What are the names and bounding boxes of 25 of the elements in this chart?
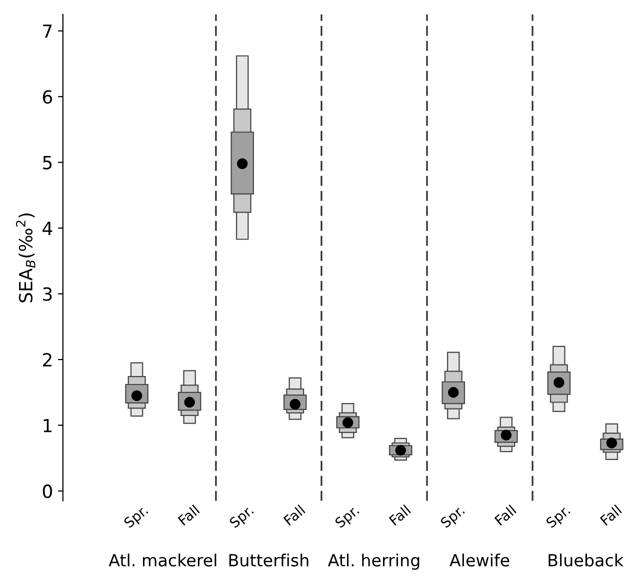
text: Atl. mackerel <box>108 554 216 567</box>
y-tick-label: 2 <box>43 352 52 366</box>
x-tick-label: Fall <box>388 504 412 526</box>
y-tick-label: 1 <box>44 418 52 432</box>
x-tick-label: Fall <box>600 504 622 526</box>
y-tick-label: 6 <box>42 90 52 104</box>
y-tick-label: 3 <box>43 287 52 301</box>
text: Blueback <box>548 554 624 567</box>
x-tick-label: Spr. <box>334 504 362 530</box>
x-tick-label: Fall <box>494 504 517 526</box>
x-tick-label: Spr. <box>228 504 256 530</box>
text: Atl. herring <box>328 554 420 570</box>
point <box>236 158 248 170</box>
x-tick-label: Fall <box>283 504 306 526</box>
y-tick-label: 7 <box>43 24 52 38</box>
x-tick-label: Fall <box>177 504 200 526</box>
x-tick-label: Spr. <box>123 504 150 530</box>
y-axis-title: SEA$_{B}$(‰$^{2}$) <box>16 213 36 302</box>
x-tick-label: Spr. <box>545 504 572 530</box>
text: Alewife <box>450 554 510 567</box>
text: Butterfish <box>229 554 308 567</box>
y-tick-label: 4 <box>42 222 52 235</box>
x-tick-label: Spr. <box>440 504 467 530</box>
y-tick-label: 0 <box>42 484 52 498</box>
y-tick-label: 5 <box>43 156 52 170</box>
